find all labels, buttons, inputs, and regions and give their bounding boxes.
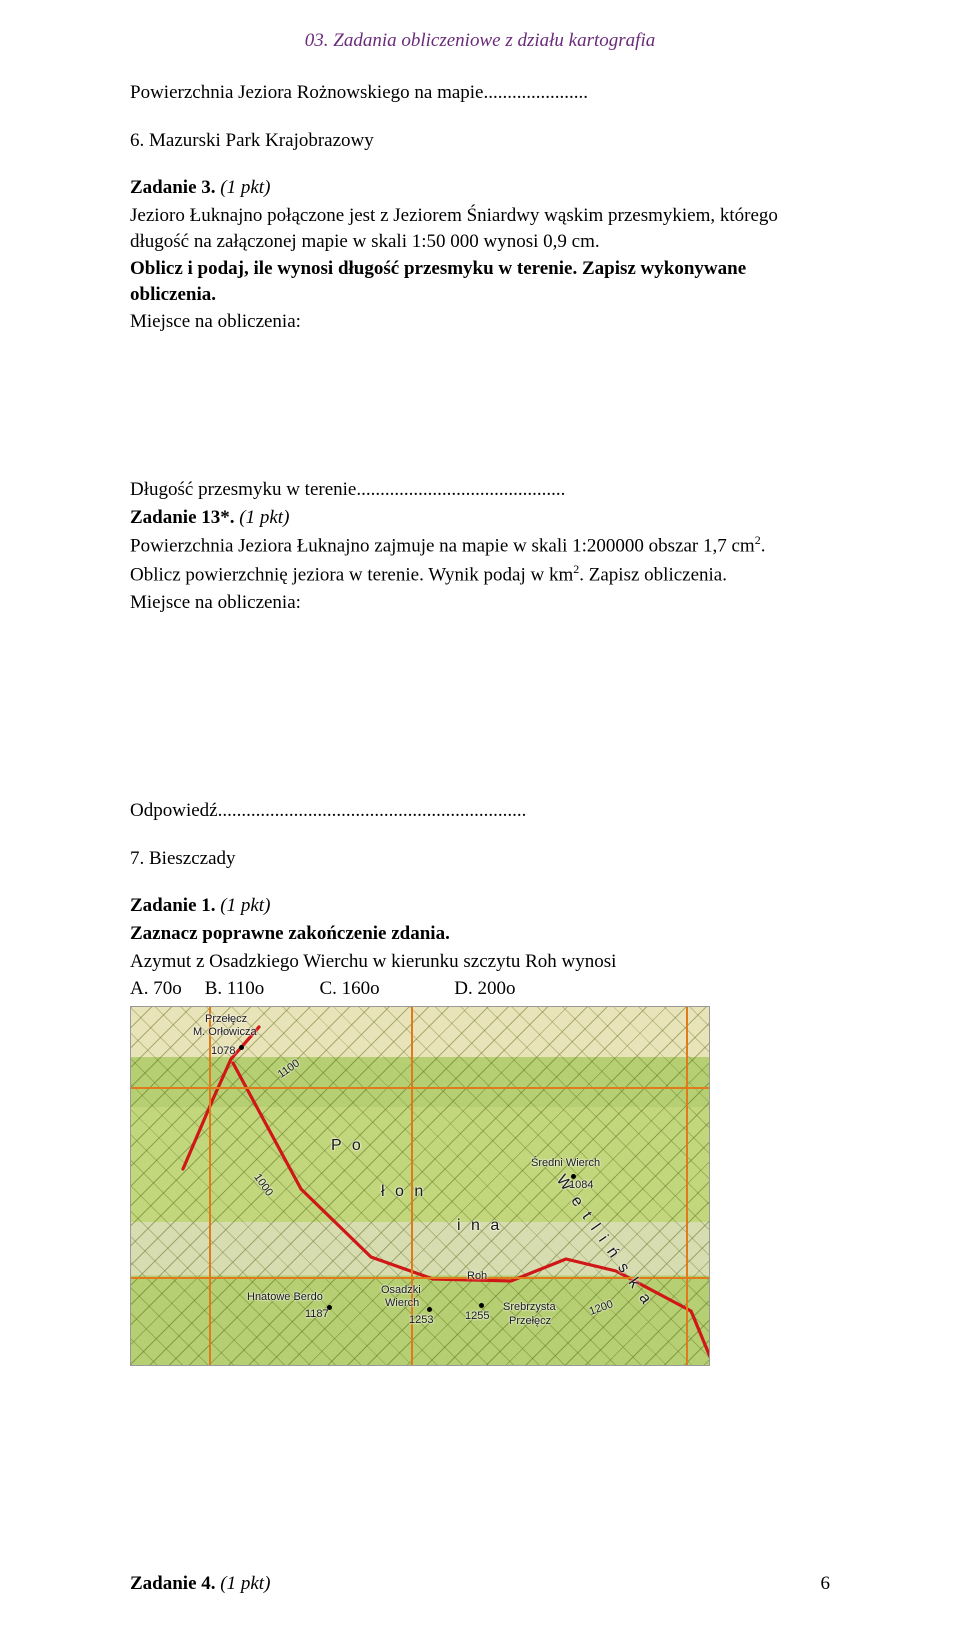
zadanie-3-body-text: Jezioro Łuknajno połączone jest z Jezior… xyxy=(130,205,778,252)
length-answer-line: Długość przesmyku w terenie.............… xyxy=(130,477,830,503)
map-peak-dot xyxy=(239,1045,244,1050)
map-label: Osadzki xyxy=(381,1284,421,1296)
map-label: Srebrzysta xyxy=(503,1301,556,1313)
option-a[interactable]: A. 70o xyxy=(130,976,200,1002)
odpowiedz-line: Odpowiedź...............................… xyxy=(130,798,830,824)
map-label: Hnatowe Berdo xyxy=(247,1291,323,1303)
section-7-heading: 7. Bieszczady xyxy=(130,846,830,872)
zadanie-1-label: Zadanie 1. xyxy=(130,895,220,916)
length-answer-text: Długość przesmyku w terenie.............… xyxy=(130,479,565,500)
answer-blank-text: Powierzchnia Jeziora Rożnowskiego na map… xyxy=(130,82,588,103)
map-peak-dot xyxy=(327,1305,332,1310)
section-7-text: 7. Bieszczady xyxy=(130,848,236,869)
map-label: i n a xyxy=(457,1217,502,1235)
page-header: 03. Zadania obliczeniowe z działu kartog… xyxy=(130,30,830,52)
zadanie-3-points: (1 pkt) xyxy=(220,177,270,198)
zadanie-1-points: (1 pkt) xyxy=(220,895,270,916)
map-label: Przełęcz xyxy=(205,1013,247,1025)
odpowiedz-text: Odpowiedź...............................… xyxy=(130,800,526,821)
section-6-text: 6. Mazurski Park Krajobrazowy xyxy=(130,130,374,151)
map-peak-dot xyxy=(479,1303,484,1308)
header-text: 03. Zadania obliczeniowe z działu kartog… xyxy=(305,30,655,51)
map-label: Przełęcz xyxy=(509,1315,551,1327)
zadanie-3-heading: Zadanie 3. (1 pkt) xyxy=(130,175,830,201)
page-number: 6 xyxy=(821,1573,831,1595)
map-grid-vertical xyxy=(209,1007,211,1365)
map-label: Wierch xyxy=(385,1297,419,1309)
zadanie-13-body-1b: . xyxy=(761,536,766,557)
calc-space-label-2: Miejsce na obliczenia: xyxy=(130,590,830,616)
map-label: Roh xyxy=(467,1270,487,1282)
map-label: M. Orłowicza xyxy=(193,1026,257,1038)
zadanie-13-body-2a: Oblicz powierzchnię jeziora w terenie. W… xyxy=(130,565,573,586)
bieszczady-map: PrzełęczM. Orłowicza107811001000P oł o n… xyxy=(130,1006,710,1366)
zadanie-13-body-1a: Powierzchnia Jeziora Łuknajno zajmuje na… xyxy=(130,536,755,557)
map-label: ł o n xyxy=(381,1183,426,1201)
zadanie-13-heading: Zadanie 13*. (1 pkt) xyxy=(130,505,830,531)
zadanie-13-body-2b: . Zapisz obliczenia. xyxy=(579,565,727,586)
calc-space-label-1: Miejsce na obliczenia: xyxy=(130,309,830,335)
zadanie-13-body-2: Oblicz powierzchnię jeziora w terenie. W… xyxy=(130,561,830,588)
map-label: 1078 xyxy=(211,1045,235,1057)
map-label: 1084 xyxy=(569,1179,593,1191)
zadanie-1-instruction-text: Zaznacz poprawne zakończenie zdania. xyxy=(130,923,450,944)
zadanie-4-label: Zadanie 4. xyxy=(130,1573,220,1594)
map-label: 1253 xyxy=(409,1314,433,1326)
zadanie-3-instruction: Oblicz i podaj, ile wynosi długość przes… xyxy=(130,256,830,307)
zadanie-1-question: Azymut z Osadzkiego Wierchu w kierunku s… xyxy=(130,949,830,975)
option-c[interactable]: C. 160o xyxy=(320,976,450,1002)
zadanie-3-instruction-text: Oblicz i podaj, ile wynosi długość przes… xyxy=(130,258,746,305)
zadanie-1-options: A. 70o B. 110o C. 160o D. 200o xyxy=(130,976,830,1002)
map-grid-vertical xyxy=(686,1007,688,1365)
calc-space-text-1: Miejsce na obliczenia: xyxy=(130,311,301,332)
zadanie-1-heading: Zadanie 1. (1 pkt) xyxy=(130,893,830,919)
map-grid-horizontal xyxy=(131,1087,709,1089)
map-label: P o xyxy=(331,1137,364,1155)
zadanie-13-body-1: Powierzchnia Jeziora Łuknajno zajmuje na… xyxy=(130,532,830,559)
map-label: 1255 xyxy=(465,1310,489,1322)
map-label: Średni Wierch xyxy=(531,1157,600,1169)
zadanie-13-points: (1 pkt) xyxy=(239,507,289,528)
zadanie-3-body: Jezioro Łuknajno połączone jest z Jezior… xyxy=(130,203,830,254)
answer-blank-line: Powierzchnia Jeziora Rożnowskiego na map… xyxy=(130,80,830,106)
section-6-heading: 6. Mazurski Park Krajobrazowy xyxy=(130,128,830,154)
map-peak-dot xyxy=(427,1307,432,1312)
calc-space-text-2: Miejsce na obliczenia: xyxy=(130,592,301,613)
option-d[interactable]: D. 200o xyxy=(454,976,515,1002)
map-label: 1187 xyxy=(305,1308,329,1320)
map-peak-dot xyxy=(571,1174,576,1179)
zadanie-4-heading: Zadanie 4. (1 pkt) xyxy=(130,1573,270,1595)
zadanie-3-label: Zadanie 3. xyxy=(130,177,220,198)
zadanie-4-points: (1 pkt) xyxy=(220,1573,270,1594)
zadanie-1-instruction: Zaznacz poprawne zakończenie zdania. xyxy=(130,921,830,947)
zadanie-1-question-text: Azymut z Osadzkiego Wierchu w kierunku s… xyxy=(130,951,616,972)
option-b[interactable]: B. 110o xyxy=(205,976,315,1002)
page-number-text: 6 xyxy=(821,1573,831,1594)
zadanie-13-label: Zadanie 13*. xyxy=(130,507,239,528)
